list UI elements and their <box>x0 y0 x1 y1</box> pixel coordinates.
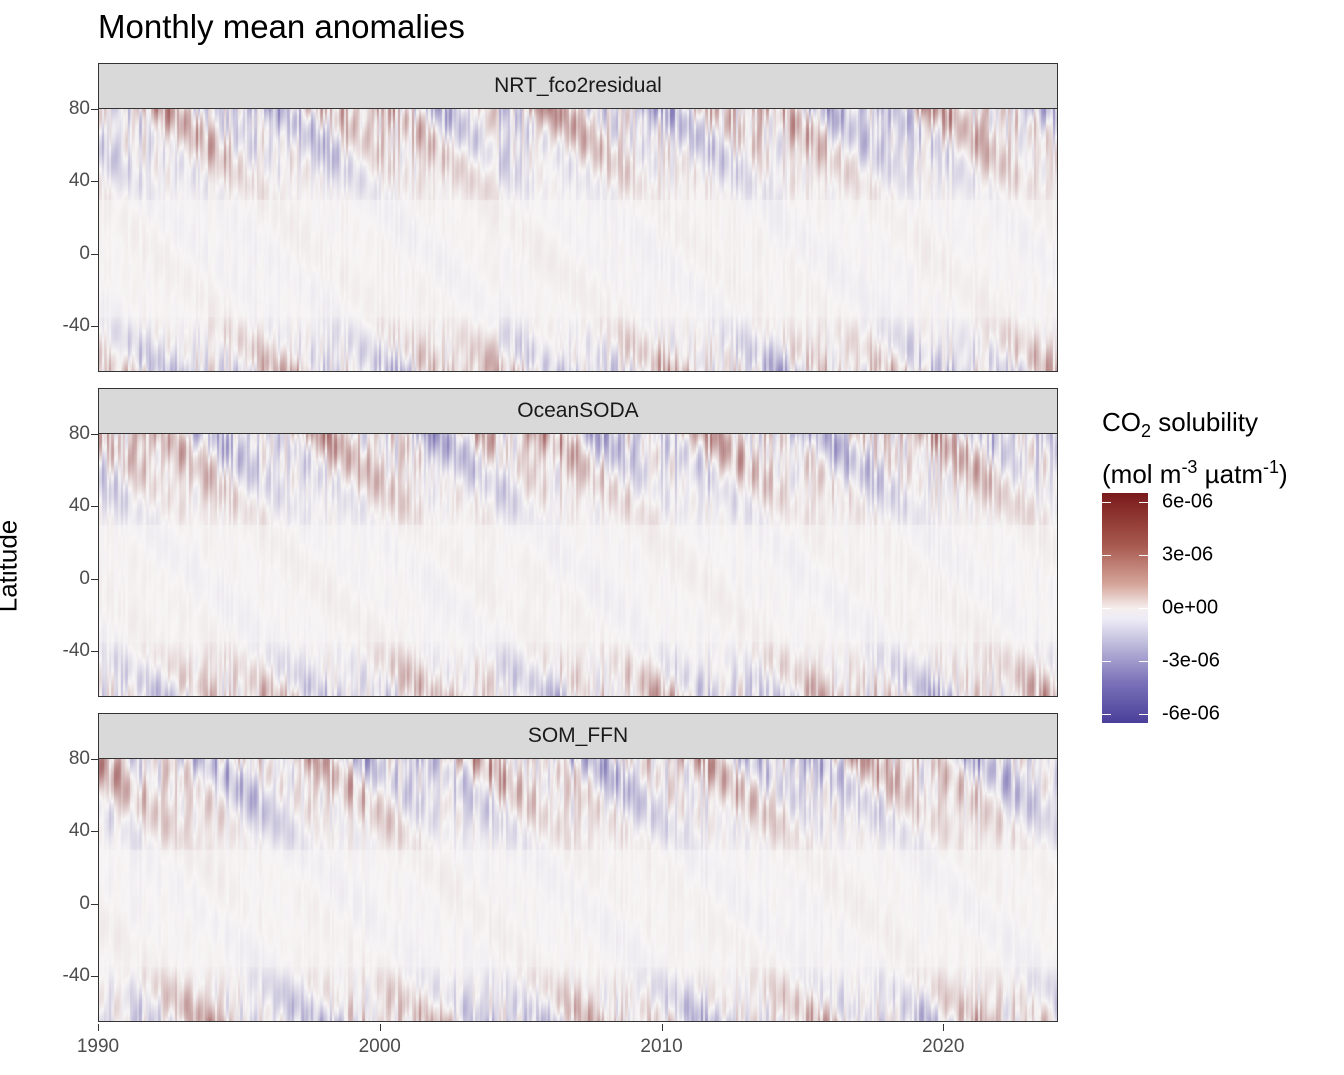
x-tick-mark <box>943 1024 945 1031</box>
y-tick-mark <box>91 975 98 977</box>
y-tick-mark <box>91 181 98 183</box>
y-tick-label: 0 <box>79 567 90 589</box>
y-tick-label: 80 <box>68 423 90 444</box>
facet-strip-label: SOM_FFN <box>98 713 1058 760</box>
y-tick-mark <box>91 650 98 652</box>
heatmap-cells <box>99 434 1057 696</box>
heatmap-plot <box>98 759 1058 1022</box>
facet-strip-label: OceanSODA <box>98 388 1058 435</box>
y-tick-label: 40 <box>68 820 90 842</box>
x-tick-label: 2000 <box>358 1036 401 1057</box>
y-tick-mark <box>91 434 98 435</box>
heatmap-cells <box>99 759 1057 1021</box>
facet-strip-label: NRT_fco2residual <box>98 63 1058 110</box>
y-tick-label: 0 <box>79 892 90 914</box>
legend-tick-mark <box>1102 714 1148 716</box>
y-tick-label: -40 <box>62 639 90 661</box>
heatmap-plot <box>98 434 1058 697</box>
legend-tick-mark <box>1102 608 1148 609</box>
heatmap-plot <box>98 109 1058 372</box>
y-tick-label: 80 <box>68 98 90 119</box>
y-tick-label: -40 <box>62 314 90 336</box>
x-tick-label: 2010 <box>640 1036 683 1057</box>
legend-tick-mark <box>1102 554 1148 556</box>
x-tick-mark <box>98 1024 99 1031</box>
y-tick-mark <box>91 578 98 580</box>
legend-tick-mark <box>1102 661 1148 663</box>
y-tick-label: 40 <box>68 170 90 192</box>
y-tick-label: 40 <box>68 495 90 517</box>
y-tick-mark <box>91 325 98 327</box>
x-tick-mark <box>661 1024 663 1031</box>
legend-title: CO2 solubility (mol m-3 µatm-1) <box>1102 407 1288 489</box>
y-tick-label: 0 <box>79 242 90 264</box>
legend-tick-label: 0e+00 <box>1162 596 1219 619</box>
page-title: Monthly mean anomalies <box>98 8 465 45</box>
y-tick-label: -40 <box>62 964 90 986</box>
y-tick-mark <box>91 759 98 760</box>
y-tick-mark <box>91 903 98 905</box>
y-tick-label: 80 <box>68 748 90 769</box>
y-tick-mark <box>91 831 98 833</box>
x-tick-mark <box>379 1024 381 1031</box>
heatmap-cells <box>99 109 1057 371</box>
legend-tick-mark <box>1102 501 1148 503</box>
y-tick-mark <box>91 253 98 255</box>
legend-tick-label: -3e-06 <box>1162 649 1220 672</box>
legend-tick-label: 6e-06 <box>1162 490 1214 513</box>
y-tick-mark <box>91 506 98 508</box>
legend-tick-label: 3e-06 <box>1162 543 1214 566</box>
legend-tick-label: -6e-06 <box>1162 702 1220 725</box>
x-tick-label: 2020 <box>922 1036 965 1057</box>
x-tick-label: 1990 <box>76 1036 120 1057</box>
y-tick-mark <box>91 109 98 110</box>
